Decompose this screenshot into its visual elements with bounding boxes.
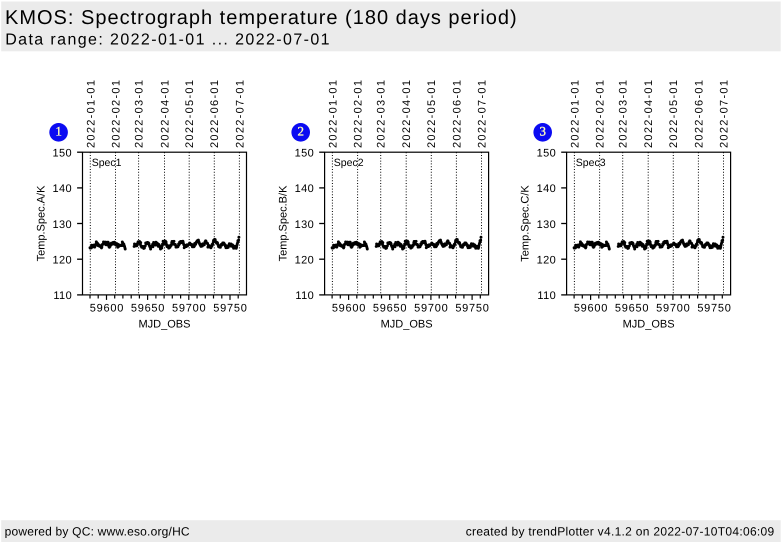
svg-text:2022-03-01: 2022-03-01 (134, 79, 146, 148)
svg-text:2022-06-01: 2022-06-01 (693, 79, 705, 148)
svg-text:2: 2 (297, 124, 304, 139)
svg-text:Temp.Spec.B/K: Temp.Spec.B/K (277, 185, 289, 261)
svg-text:59700: 59700 (656, 302, 690, 314)
svg-text:2022-01-01: 2022-01-01 (85, 79, 97, 148)
svg-text:Spec2: Spec2 (334, 157, 364, 169)
svg-text:120: 120 (537, 255, 557, 267)
svg-text:59700: 59700 (414, 302, 448, 314)
svg-text:2022-05-01: 2022-05-01 (184, 79, 196, 148)
svg-text:140: 140 (295, 183, 315, 195)
svg-text:2022-02-01: 2022-02-01 (110, 79, 122, 148)
svg-text:140: 140 (52, 183, 72, 195)
svg-text:2022-02-01: 2022-02-01 (353, 79, 365, 148)
svg-text:2022-03-01: 2022-03-01 (618, 79, 630, 148)
svg-text:59600: 59600 (574, 302, 608, 314)
svg-text:59650: 59650 (131, 302, 165, 314)
svg-text:Spec3: Spec3 (576, 157, 606, 169)
svg-text:2022-02-01: 2022-02-01 (595, 79, 607, 148)
svg-text:Data range: 2022-01-01 ... 202: Data range: 2022-01-01 ... 2022-07-01 (5, 32, 331, 49)
svg-text:created by trendPlotter v4.1.2: created by trendPlotter v4.1.2 on 2022-0… (466, 525, 775, 539)
svg-text:2022-07-01: 2022-07-01 (476, 79, 488, 148)
svg-text:120: 120 (295, 255, 315, 267)
svg-text:Temp.Spec.C/K: Temp.Spec.C/K (519, 185, 531, 262)
svg-text:59650: 59650 (373, 302, 407, 314)
svg-text:2022-05-01: 2022-05-01 (668, 79, 680, 148)
svg-text:1: 1 (55, 124, 62, 139)
svg-text:120: 120 (52, 255, 72, 267)
svg-text:59750: 59750 (455, 302, 489, 314)
svg-text:2022-01-01: 2022-01-01 (327, 79, 339, 148)
svg-text:2022-04-01: 2022-04-01 (401, 79, 413, 148)
svg-text:110: 110 (537, 290, 556, 302)
svg-text:MJD_OBS: MJD_OBS (139, 319, 191, 331)
svg-text:150: 150 (537, 148, 557, 160)
svg-text:2022-03-01: 2022-03-01 (376, 79, 388, 148)
svg-text:59750: 59750 (697, 302, 731, 314)
svg-text:2022-04-01: 2022-04-01 (159, 79, 171, 148)
svg-text:2022-06-01: 2022-06-01 (451, 79, 463, 148)
svg-text:3: 3 (539, 124, 546, 139)
svg-text:2022-05-01: 2022-05-01 (426, 79, 438, 148)
svg-text:130: 130 (52, 219, 72, 231)
svg-text:110: 110 (295, 290, 314, 302)
svg-text:powered by QC: www.eso.org/HC: powered by QC: www.eso.org/HC (5, 525, 190, 539)
svg-text:MJD_OBS: MJD_OBS (381, 319, 433, 331)
svg-text:110: 110 (53, 290, 72, 302)
svg-text:140: 140 (537, 183, 557, 195)
svg-text:MJD_OBS: MJD_OBS (623, 319, 675, 331)
svg-text:150: 150 (52, 148, 72, 160)
svg-text:130: 130 (537, 219, 557, 231)
svg-text:2022-06-01: 2022-06-01 (209, 79, 221, 148)
svg-text:Spec1: Spec1 (92, 157, 122, 169)
svg-text:150: 150 (295, 148, 315, 160)
svg-text:2022-07-01: 2022-07-01 (718, 79, 730, 148)
svg-text:59600: 59600 (90, 302, 124, 314)
svg-text:59600: 59600 (332, 302, 366, 314)
svg-text:2022-07-01: 2022-07-01 (234, 79, 246, 148)
svg-text:2022-01-01: 2022-01-01 (569, 79, 581, 148)
svg-text:2022-04-01: 2022-04-01 (643, 79, 655, 148)
svg-text:Temp.Spec.A/K: Temp.Spec.A/K (35, 185, 47, 261)
svg-text:KMOS: Spectrograph temperature: KMOS: Spectrograph temperature (180 days… (5, 7, 518, 29)
svg-text:130: 130 (295, 219, 315, 231)
svg-text:59700: 59700 (172, 302, 206, 314)
svg-text:59650: 59650 (615, 302, 649, 314)
svg-text:59750: 59750 (213, 302, 247, 314)
